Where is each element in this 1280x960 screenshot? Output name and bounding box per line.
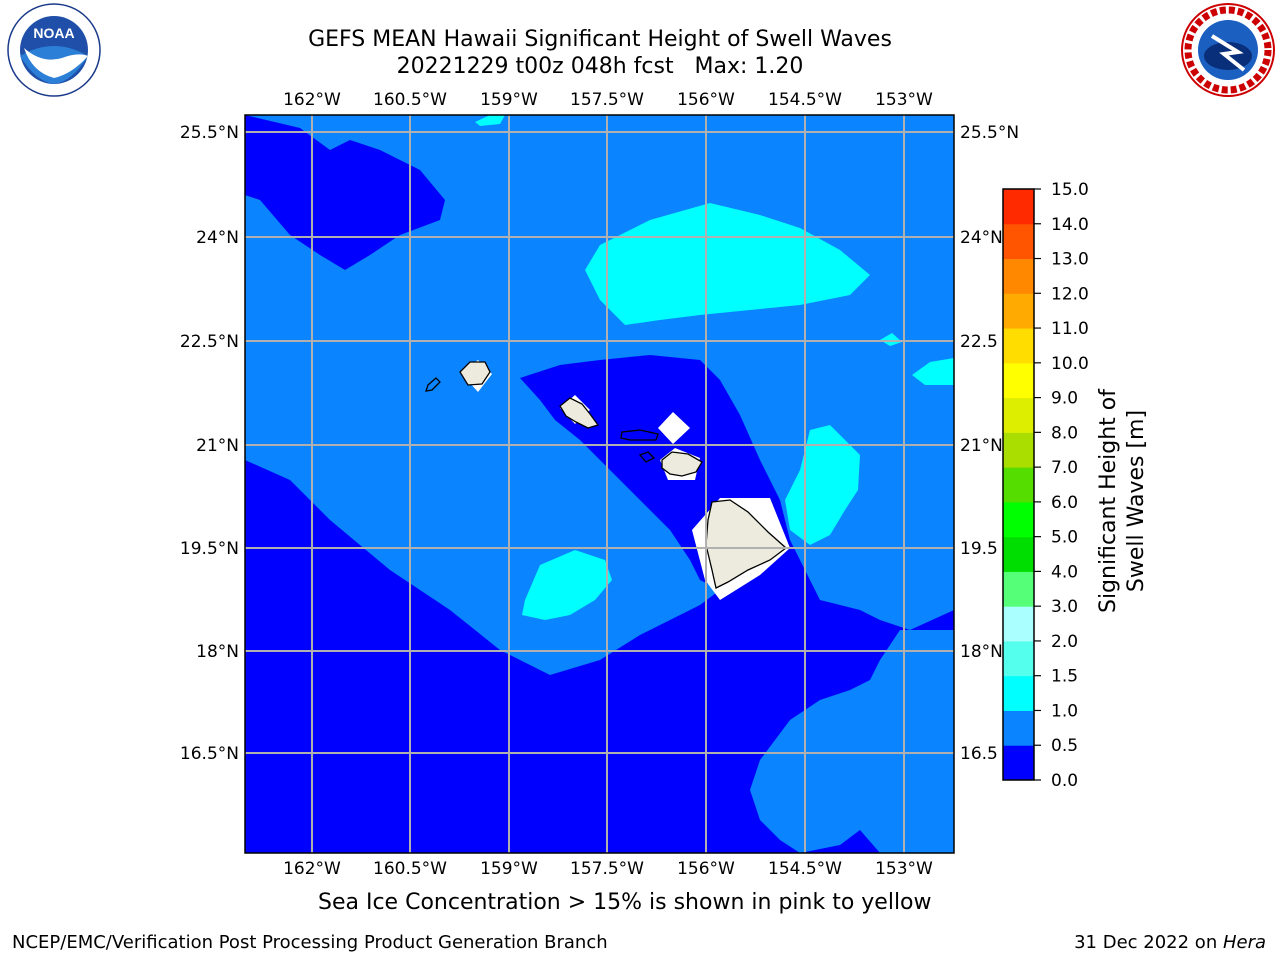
lon-tick-label: 157.5°W [570, 90, 644, 110]
colorbar-bin [1003, 328, 1034, 364]
contour-1.0-1.5 [585, 203, 870, 325]
contour-1.0-1.5 [522, 550, 612, 620]
lon-tick-label: 162°W [283, 90, 341, 110]
island-oahu [559, 397, 600, 429]
lon-tick-label: 160.5°W [373, 859, 447, 879]
colorbar-bin [1003, 745, 1034, 781]
colorbar-bin [1003, 536, 1034, 572]
colorbar-tick-label: 5.0 [1051, 528, 1078, 548]
contour-1.0-1.5 [475, 115, 505, 126]
colorbar-label: Significant Height of Swell Waves [m] [1096, 388, 1149, 614]
lon-tick-label: 156°W [677, 859, 735, 879]
lat-tick-label: 25.5°N [960, 123, 1019, 143]
lon-tick-label: 153°W [875, 90, 933, 110]
colorbar-bin [1003, 710, 1034, 746]
colorbar-tick-label: 13.0 [1051, 250, 1089, 270]
colorbar-tick-label: 12.0 [1051, 284, 1089, 304]
footer-date-text: 31 Dec 2022 on [1074, 932, 1223, 953]
colorbar-tick-label: 1.0 [1051, 701, 1078, 721]
colorbar-tick-label: 7.0 [1051, 458, 1078, 478]
colorbar-ticks: 0.0 0.5 1.0 1.5 2.0 3.0 4.0 5.0 6.0 7.0 8.0 9.0 10.0… [1034, 180, 1089, 791]
colorbar-tick-label: 1.5 [1051, 667, 1078, 687]
colorbar-bin [1003, 223, 1034, 260]
lon-tick-label: 154.5°W [768, 90, 842, 110]
lat-tick-label: 24°N [960, 228, 1003, 248]
colorbar-bin [1003, 362, 1034, 399]
colorbar-bin [1003, 432, 1034, 468]
colorbar-tick-label: 0.5 [1051, 736, 1078, 756]
island-molokai [620, 429, 659, 441]
contour-1.0-1.5 [912, 358, 954, 385]
island-kauai [459, 361, 491, 386]
colorbar-tick-label: 3.0 [1051, 597, 1078, 617]
noaa-logo: NOAA [7, 3, 101, 97]
colorbar-bin [1003, 293, 1034, 329]
lon-labels-top: 162°W 160.5°W 159°W 157.5°W 156°W 154.5°W 153°… [283, 90, 933, 110]
lon-tick-label: 159°W [480, 90, 538, 110]
footer-credit: NCEP/EMC/Verification Post Processing Pr… [12, 932, 608, 953]
island-lanai [638, 451, 656, 463]
colorbar-bin [1003, 606, 1034, 642]
colorbar-tick-label: 2.0 [1051, 632, 1078, 652]
colorbar-bin [1003, 467, 1034, 503]
colorbar-tick-label: 15.0 [1051, 180, 1089, 200]
footer-date: 31 Dec 2022 on Hera [1074, 932, 1266, 953]
island-maui [661, 451, 703, 477]
sea-ice-note: Sea Ice Concentration > 15% is shown in … [318, 890, 932, 915]
lon-tick-label: 154.5°W [768, 859, 842, 879]
colorbar-frame [1002, 188, 1035, 781]
chart-subtitle-forecast: 20221229 t00z 048h fcst Max: 1.20 [396, 54, 804, 79]
colorbar-tick-label: 6.0 [1051, 493, 1078, 513]
swell-contour-field [245, 115, 954, 853]
lon-tick-label: 160.5°W [373, 90, 447, 110]
lat-tick-label: 22.5 [960, 332, 998, 352]
lat-tick-label: 25.5°N [180, 123, 239, 143]
contour-1.0-1.5 [880, 333, 902, 346]
colorbar-bin [1003, 189, 1034, 225]
chart-title: GEFS MEAN Hawaii Significant Height of S… [308, 27, 892, 52]
colorbar-tick-label: 9.0 [1051, 389, 1078, 409]
lat-tick-label: 21°N [960, 436, 1003, 456]
lat-labels-left: 25.5°N 24°N 22.5°N 21°N 19.5°N 18°N 16.5°N [180, 123, 239, 764]
colorbar-bin [1003, 675, 1034, 711]
lon-tick-label: 156°W [677, 90, 735, 110]
lat-tick-label: 16.5°N [180, 744, 239, 764]
lat-tick-label: 21°N [196, 436, 239, 456]
lon-tick-label: 157.5°W [570, 859, 644, 879]
colorbar-tick-label: 0.0 [1051, 771, 1078, 791]
lon-tick-label: 153°W [875, 859, 933, 879]
lat-tick-label: 22.5°N [180, 332, 239, 352]
colorbar-bin [1003, 397, 1034, 433]
lon-labels-bottom: 162°W 160.5°W 159°W 157.5°W 156°W 154.5°W 153°… [283, 859, 933, 879]
gridlines [245, 115, 954, 853]
colorbar [1003, 189, 1034, 781]
colorbar-tick-label: 11.0 [1051, 319, 1089, 339]
colorbar-bin [1003, 501, 1034, 538]
lat-tick-label: 18°N [196, 642, 239, 662]
lat-labels-right: 25.5°N 24°N 22.5 21°N 19.5 18°N 16.5 [960, 123, 1019, 764]
lon-tick-label: 159°W [480, 859, 538, 879]
lat-tick-label: 18°N [960, 642, 1003, 662]
colorbar-tick-label: 14.0 [1051, 215, 1089, 235]
lat-tick-label: 16.5 [960, 744, 998, 764]
noaa-logo-text: NOAA [33, 25, 74, 41]
map-frame [244, 114, 955, 854]
colorbar-bin [1003, 258, 1034, 294]
colorbar-tick-label: 10.0 [1051, 354, 1089, 374]
lat-tick-label: 24°N [196, 228, 239, 248]
lat-tick-label: 19.5°N [180, 539, 239, 559]
colorbar-bin [1003, 571, 1034, 607]
lon-tick-label: 162°W [283, 859, 341, 879]
island-mask [658, 412, 690, 444]
colorbar-tick-label: 8.0 [1051, 423, 1078, 443]
lat-tick-label: 19.5 [960, 539, 998, 559]
nws-logo [1181, 3, 1275, 97]
contour-1.0-1.5 [785, 425, 860, 545]
colorbar-tick-label: 4.0 [1051, 562, 1078, 582]
colorbar-bin [1003, 640, 1034, 677]
footer-machine: Hera [1222, 932, 1266, 953]
island-niihau [425, 377, 441, 392]
